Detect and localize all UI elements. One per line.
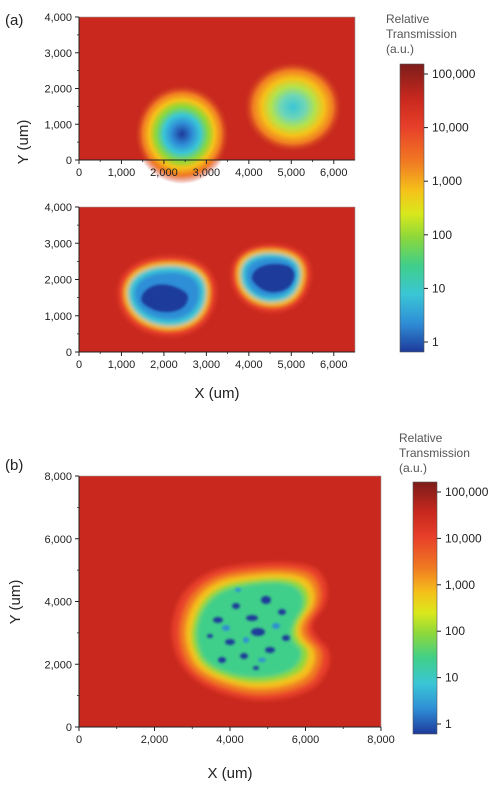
spot: [282, 635, 290, 641]
x-tick-label: 3,000: [193, 359, 221, 371]
colorbar-tick-label: 100: [445, 624, 465, 638]
colorbar-tick-label: 10,000: [432, 121, 469, 135]
x-tick-label: 4,000: [216, 734, 244, 746]
y-tick-label: 4,000: [44, 202, 72, 214]
x-tick-label: 6,000: [320, 359, 348, 371]
colorbar-title-line2: Transmission: [399, 446, 470, 460]
heatmap-background: [79, 207, 355, 352]
colorbar-title-line1: Relative: [386, 12, 430, 26]
x-axis-title: X (um): [195, 385, 240, 402]
mid-transmission-spots: [222, 588, 280, 662]
y-axis-title: Y (um): [15, 120, 32, 165]
x-tick-label: 5,000: [278, 167, 306, 179]
spot: [232, 603, 240, 609]
spot: [240, 653, 248, 659]
colorbar-title-line3: (a.u.): [386, 42, 414, 56]
colorbar-tick-label: 10: [432, 281, 446, 295]
x-tick-label: 6,000: [292, 734, 320, 746]
y-tick-label: 2,000: [44, 84, 72, 96]
x-tick-label: 8,000: [367, 734, 395, 746]
x-tick-label: 3,000: [193, 167, 221, 179]
y-tick-label: 2,000: [44, 659, 72, 671]
colorbar-b: Relative Transmission (a.u.) 100,000 10,0…: [399, 431, 489, 735]
spot: [251, 628, 265, 636]
colorbar-title-line1: Relative: [399, 431, 443, 445]
spot: [207, 634, 213, 638]
y-tick-label: 0: [66, 722, 72, 734]
panel-b: 0 2,000 4,000 6,000 8,000 0 2,000 4,000 6,000 8,0…: [7, 471, 395, 782]
y-tick-label: 8,000: [44, 471, 72, 483]
colorbar-title-line3: (a.u.): [399, 461, 427, 475]
x-tick-label: 0: [76, 167, 82, 179]
x-tick-label: 1,000: [108, 167, 136, 179]
spot: [235, 588, 241, 592]
x-tick-label: 4,000: [235, 359, 263, 371]
colorbar-tick-label: 1: [445, 717, 452, 731]
panel-a-bottom: 0 1,000 2,000 3,000 4,000 5,000 6,000 0 1,000 2,0…: [44, 202, 356, 402]
colorbar-gradient: [412, 481, 438, 735]
y-tick-label: 4,000: [44, 597, 72, 609]
y-tick-label: 6,000: [44, 534, 72, 546]
x-tick-label: 0: [76, 734, 82, 746]
colorbar-tick-label: 10: [445, 671, 459, 685]
colorbar-gradient: [399, 63, 425, 353]
x-tick-label: 2,000: [150, 167, 178, 179]
colorbar-title-line2: Transmission: [386, 27, 457, 41]
minimum-transmission-spots: [207, 596, 290, 670]
colorbar-tick-label: 100,000: [432, 67, 476, 81]
y-axis-title: Y (um): [7, 580, 24, 625]
panel-b-label: (b): [5, 457, 24, 474]
y-tick-label: 0: [66, 347, 72, 359]
colorbar-tick-label: 10,000: [445, 531, 482, 545]
x-tick-label: 6,000: [320, 167, 348, 179]
x-tick-label: 0: [76, 359, 82, 371]
y-tick-label: 3,000: [44, 238, 72, 250]
x-tick-label: 2,000: [150, 359, 178, 371]
spot: [243, 637, 249, 643]
colorbar-a: Relative Transmission (a.u.) 100,000 10,0…: [386, 12, 476, 353]
spot: [278, 609, 286, 615]
colorbar-tick-label: 1: [432, 335, 439, 349]
x-tick-label: 2,000: [141, 734, 169, 746]
low-transmission-spot: [134, 84, 230, 184]
spot: [218, 657, 226, 663]
x-axis-title: X (um): [208, 765, 253, 782]
minimum-transmission-core: [141, 264, 295, 313]
x-tick-label: 4,000: [235, 167, 263, 179]
spot: [222, 625, 230, 631]
y-tick-label: 3,000: [44, 48, 72, 60]
panel-a-label: (a): [5, 12, 24, 29]
spot: [272, 623, 280, 629]
spot: [258, 658, 266, 662]
panel-a-top: 0 1,000 2,000 3,000 4,000 5,000 6,000 0 1,000 2,0…: [15, 12, 356, 184]
colorbar-tick-label: 1,000: [445, 578, 475, 592]
x-tick-label: 1,000: [108, 359, 136, 371]
y-tick-label: 1,000: [44, 311, 72, 323]
colorbar-tick-label: 100: [432, 228, 452, 242]
low-transmission-spot: [243, 61, 343, 153]
spot: [213, 617, 223, 623]
spot: [265, 647, 275, 653]
spot: [261, 596, 271, 604]
y-tick-label: 1,000: [44, 119, 72, 131]
y-tick-label: 2,000: [44, 275, 72, 287]
y-tick-label: 0: [66, 155, 72, 167]
spot: [253, 666, 259, 670]
spot: [246, 615, 258, 621]
colorbar-tick-label: 1,000: [432, 174, 462, 188]
y-tick-label: 4,000: [44, 12, 72, 24]
spot: [225, 639, 235, 645]
x-tick-label: 5,000: [278, 359, 306, 371]
colorbar-tick-label: 100,000: [445, 485, 489, 499]
